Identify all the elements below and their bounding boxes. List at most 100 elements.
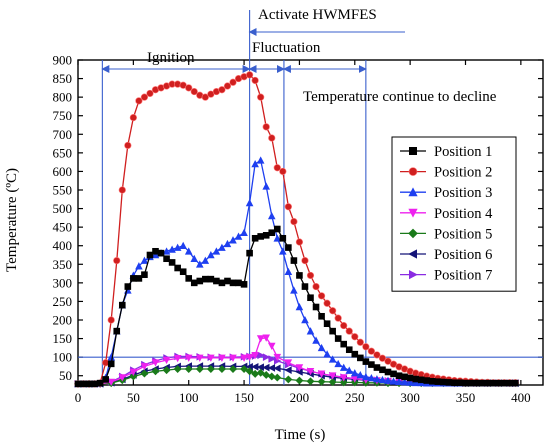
data-point: [245, 353, 254, 362]
data-point: [218, 86, 226, 94]
x-tick-label: 0: [75, 390, 82, 405]
data-point: [356, 338, 364, 346]
data-point: [185, 275, 193, 282]
data-point: [273, 353, 282, 362]
data-point: [417, 376, 425, 384]
data-point: [229, 354, 237, 362]
data-point: [140, 363, 149, 371]
data-point: [301, 283, 309, 290]
data-point: [196, 277, 204, 285]
data-point: [229, 78, 237, 86]
data-point: [218, 279, 226, 287]
data-point: [267, 364, 276, 372]
data-point: [229, 365, 237, 373]
data-point: [312, 282, 320, 291]
data-point: [262, 182, 271, 190]
data-point: [190, 279, 198, 287]
data-point: [212, 247, 221, 255]
data-point: [467, 379, 475, 387]
data-point: [339, 374, 348, 382]
y-tick-label: 750: [53, 108, 73, 123]
data-point: [251, 234, 259, 242]
data-point: [174, 264, 181, 272]
series-1: [74, 225, 519, 388]
legend-label: Position 3: [434, 185, 492, 201]
data-point: [262, 363, 270, 372]
data-point: [273, 357, 282, 365]
data-point: [284, 375, 293, 384]
data-point: [373, 351, 381, 359]
data-point: [152, 247, 159, 255]
data-point: [273, 373, 282, 382]
data-point: [273, 234, 282, 242]
legend-marker: [408, 249, 417, 259]
data-point: [245, 367, 254, 376]
x-tick-label: 300: [400, 390, 420, 405]
x-tick-label: 400: [511, 390, 531, 405]
data-point: [323, 350, 331, 358]
data-point: [412, 375, 419, 383]
data-point: [290, 286, 298, 294]
x-tick-label: 150: [234, 390, 254, 405]
data-point: [151, 251, 160, 259]
data-point: [345, 327, 353, 335]
data-point: [146, 89, 154, 98]
annotations: Activate HWMFES Ignition Fluctuation Tem…: [147, 7, 497, 105]
data-point: [206, 365, 215, 373]
data-point: [151, 359, 160, 367]
data-point: [284, 366, 292, 374]
data-point: [512, 379, 519, 387]
data-point: [367, 373, 376, 382]
data-point: [368, 361, 375, 368]
y-tick-label: 850: [53, 71, 73, 86]
data-point: [317, 370, 326, 378]
data-point: [195, 354, 204, 362]
data-point: [135, 97, 143, 105]
data-point: [473, 379, 480, 387]
data-point: [91, 380, 98, 388]
data-point: [378, 375, 387, 384]
legend-item: Position 6: [400, 247, 492, 263]
data-point: [350, 369, 359, 377]
y-tick-label: 550: [53, 183, 73, 198]
data-point: [306, 377, 315, 386]
data-point: [334, 314, 342, 322]
legend-item: Position 1: [400, 144, 492, 160]
data-point: [246, 249, 253, 257]
data-point: [184, 365, 193, 373]
data-point: [257, 93, 265, 101]
data-point: [290, 217, 298, 226]
y-tick-label: 650: [53, 145, 73, 160]
data-point: [251, 351, 259, 360]
legend-marker: [408, 228, 418, 239]
data-point: [339, 363, 348, 371]
data-point: [223, 82, 232, 90]
data-point: [295, 364, 304, 372]
data-point: [257, 351, 265, 360]
data-point: [162, 247, 171, 255]
y-tick-label: 450: [53, 220, 73, 235]
data-point: [190, 254, 199, 263]
data-point: [350, 375, 359, 383]
data-point: [495, 379, 503, 387]
data-point: [96, 379, 104, 387]
data-point: [357, 354, 364, 362]
data-point: [163, 255, 170, 263]
data-point: [268, 355, 276, 363]
legend-label: Position 1: [434, 144, 492, 160]
data-point: [195, 260, 204, 268]
data-point: [329, 307, 337, 315]
legend-marker: [409, 270, 418, 280]
y-tick-label: 500: [53, 201, 73, 216]
data-point: [306, 367, 315, 376]
legend-item: Position 5: [400, 226, 492, 242]
legend-item: Position 2: [400, 165, 492, 181]
data-point: [285, 244, 292, 251]
data-point: [306, 271, 315, 280]
y-tick-label: 900: [53, 53, 73, 68]
data-point: [440, 378, 447, 386]
x-axis-title: Time (s): [275, 427, 326, 443]
legend-marker: [408, 167, 418, 176]
annotation-arrows: [101, 28, 405, 73]
data-point: [262, 123, 270, 131]
